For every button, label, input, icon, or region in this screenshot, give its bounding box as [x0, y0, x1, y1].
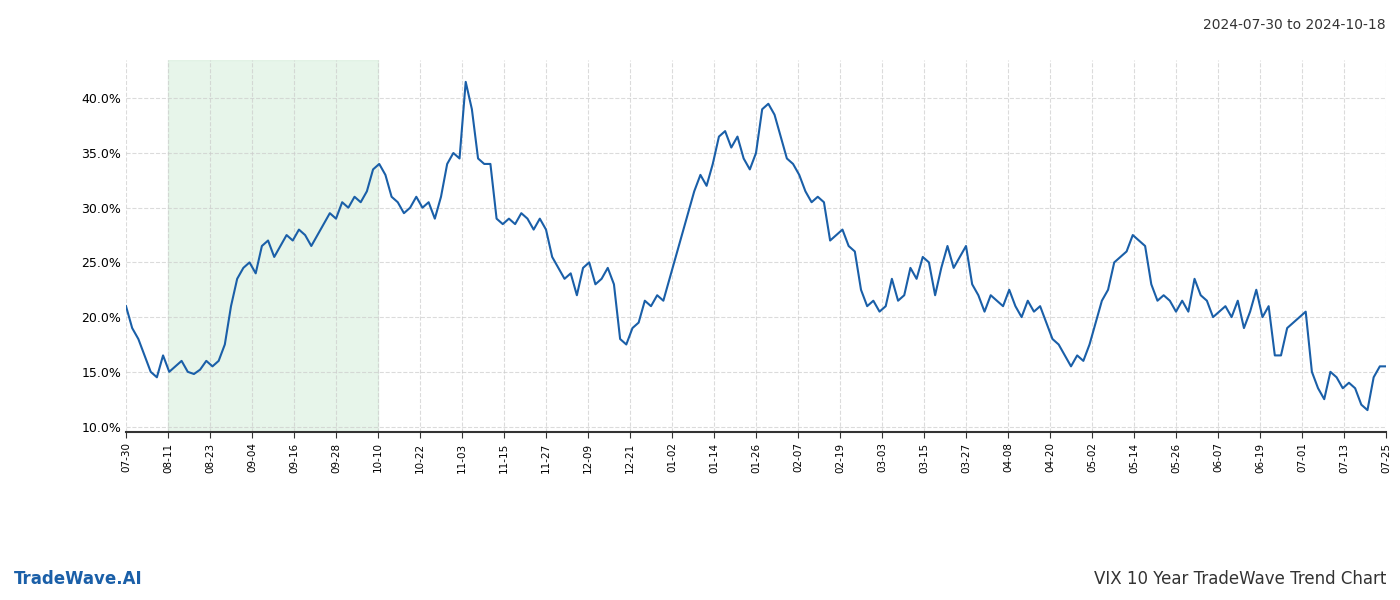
Bar: [168, 60, 378, 432]
Text: 2024-07-30 to 2024-10-18: 2024-07-30 to 2024-10-18: [1204, 18, 1386, 32]
Text: TradeWave.AI: TradeWave.AI: [14, 570, 143, 588]
Text: VIX 10 Year TradeWave Trend Chart: VIX 10 Year TradeWave Trend Chart: [1093, 570, 1386, 588]
